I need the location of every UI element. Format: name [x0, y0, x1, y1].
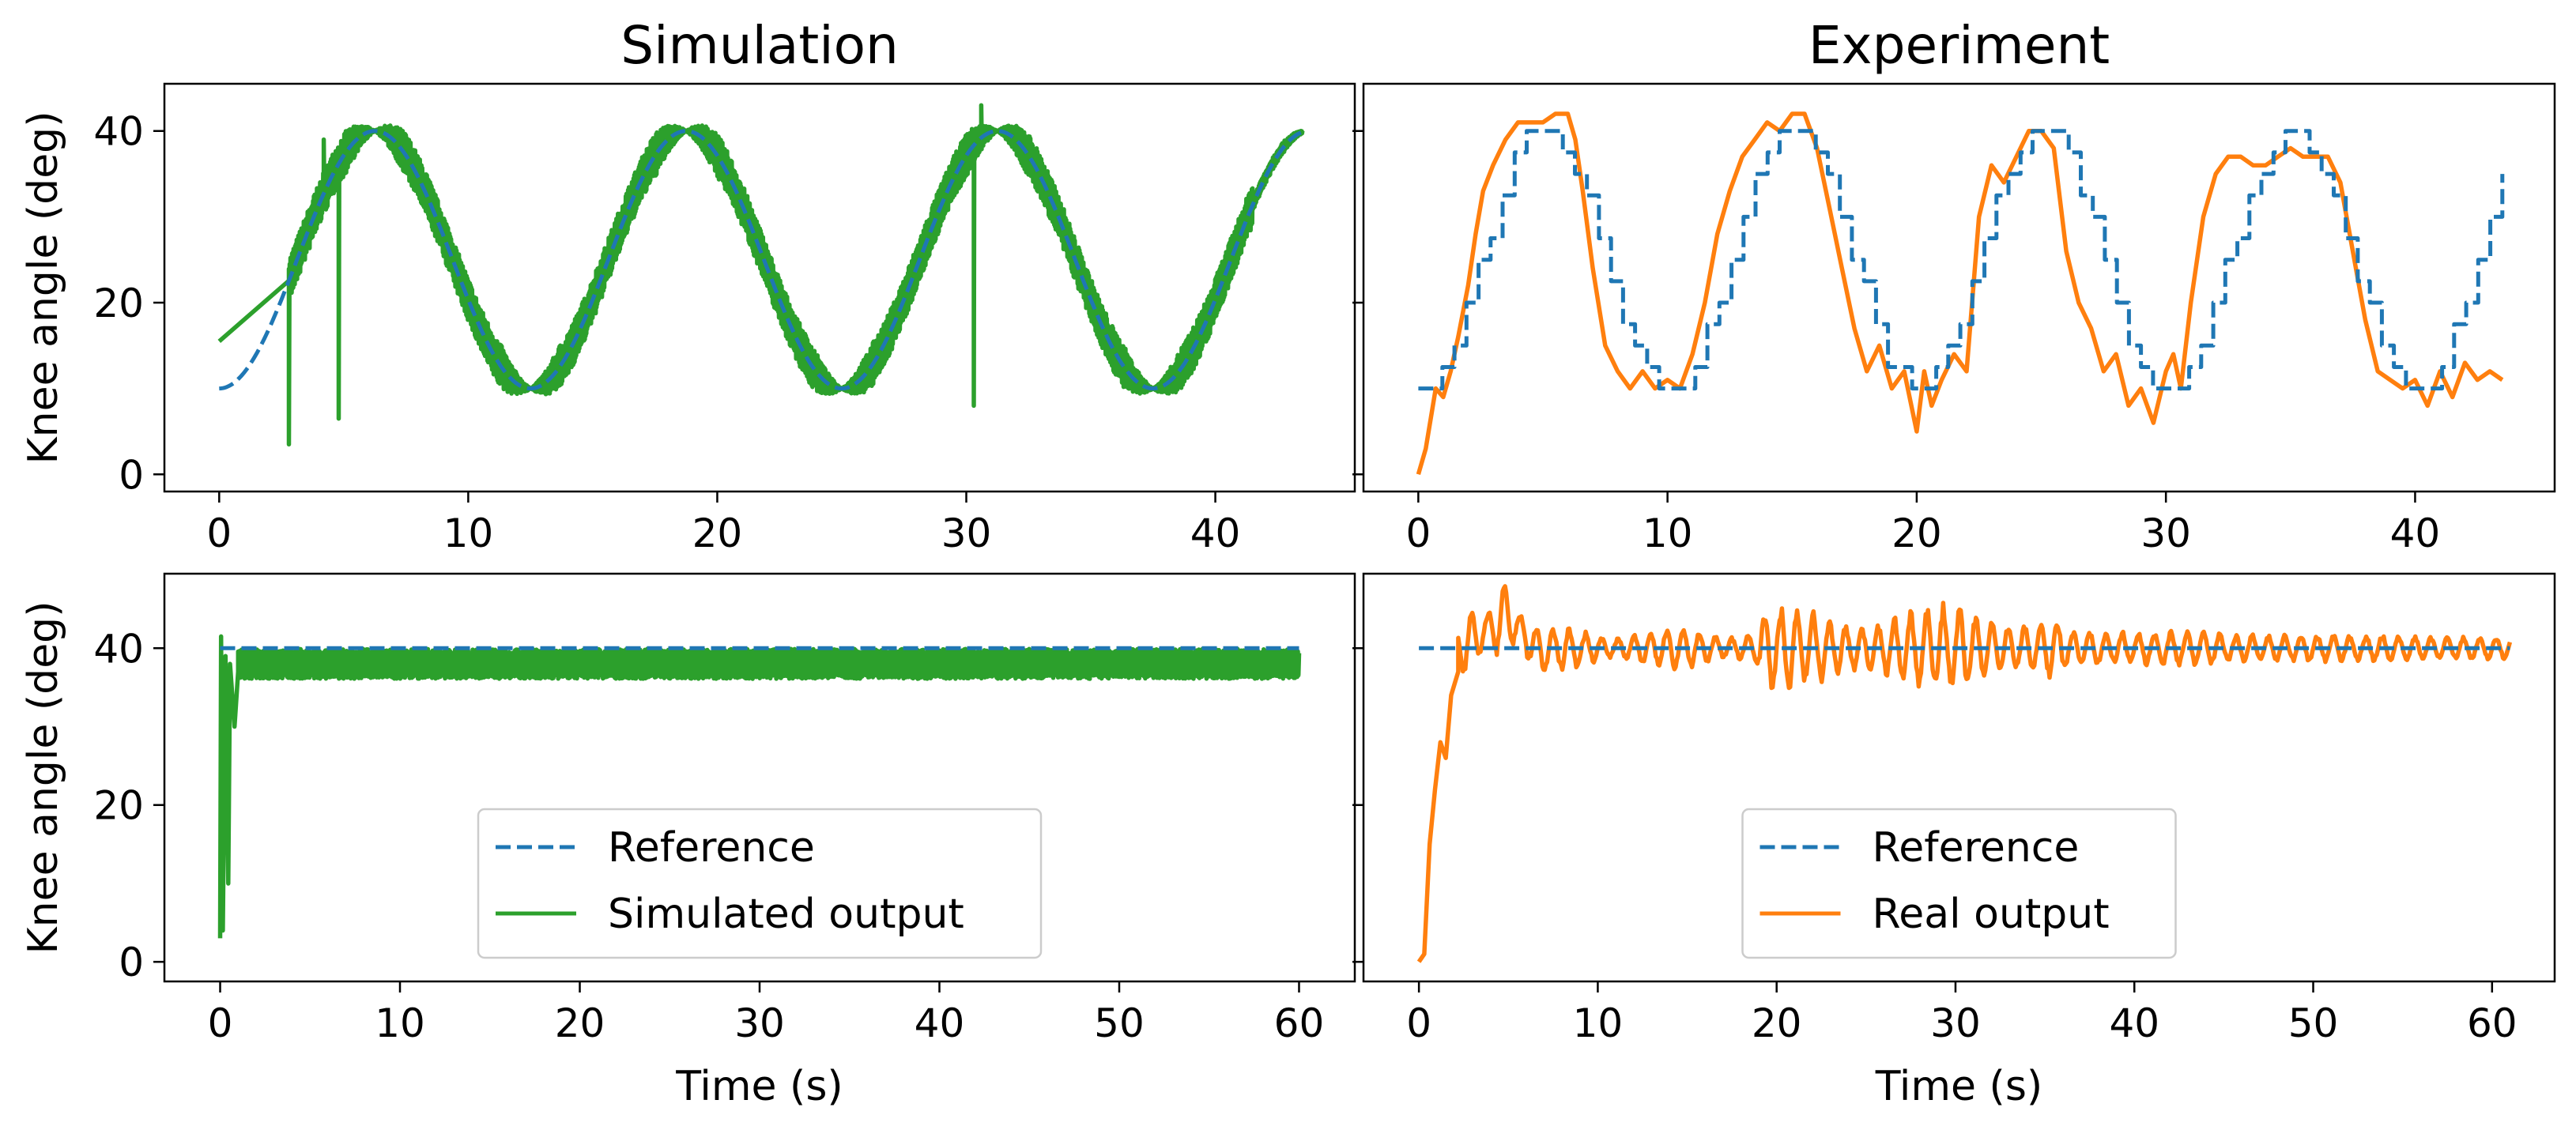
chart-exp-step: 0 10 20 30 40 50 60 Time (s) Reference Real outpu…: [1352, 572, 2556, 1110]
series-group: [217, 103, 1305, 447]
x-tick-label: 60: [1274, 1000, 1325, 1046]
axes-frame: [163, 82, 1356, 493]
y-tick-label: 20: [93, 783, 144, 829]
x-tick-label: 0: [1406, 1000, 1431, 1046]
legend-frame: [477, 808, 1043, 959]
axes-frame: [1362, 82, 2556, 493]
series-group: [1416, 584, 2513, 963]
x-tick-label: 10: [1573, 1000, 1624, 1046]
x-tick-label: 20: [692, 510, 743, 556]
x-tick-label: 10: [375, 1000, 425, 1046]
chart-title: Simulation: [620, 15, 899, 76]
x-tick-label: 20: [1752, 1000, 1802, 1046]
x-tick-label: 60: [2467, 1000, 2518, 1046]
x-tick-label: 50: [1094, 1000, 1145, 1046]
legend-frame: [1741, 808, 2177, 959]
x-tick-label: 10: [1643, 510, 1693, 556]
x-tick-label: 0: [206, 510, 232, 556]
x-tick-label: 40: [1190, 510, 1241, 556]
x-tick-label: 30: [734, 1000, 785, 1046]
chart-title: Experiment: [1808, 15, 2110, 76]
x-tick-label: 0: [1405, 510, 1431, 556]
chart-exp-sine: 0 10 20 30 40 Experiment: [1352, 15, 2556, 556]
y-tick-label: 20: [93, 281, 144, 326]
x-tick-label: 40: [915, 1000, 965, 1046]
x-tick-label: 10: [443, 510, 494, 556]
axes-container: 0 10 20 30 40 0 20 40 Simulation Knee angle (deg)…: [20, 15, 2556, 1110]
legend-label-simulated-output: Simulated output: [608, 891, 964, 938]
x-tick-label: 40: [2109, 1000, 2159, 1046]
x-tick-label: 0: [208, 1000, 233, 1046]
legend: Reference Real output: [1741, 808, 2177, 959]
series-line-simulated-output: [217, 634, 1302, 939]
x-axis-label: Time (s): [1875, 1063, 2042, 1110]
series-line-reference: [1418, 129, 2505, 391]
legend-label-reference: Reference: [1873, 824, 2080, 872]
x-tick-label: 30: [941, 510, 992, 556]
y-tick-label: 0: [119, 940, 144, 985]
x-tick-label: 50: [2288, 1000, 2339, 1046]
x-tick-label: 20: [555, 1000, 605, 1046]
y-tick-label: 40: [93, 109, 144, 155]
y-axis-label: Knee angle (deg): [20, 601, 67, 955]
series-line-real-output: [1416, 584, 2513, 963]
y-tick-label: 40: [93, 626, 144, 672]
axes-frame: [1362, 572, 2556, 983]
y-tick-label: 0: [119, 452, 144, 498]
series-group: [1416, 111, 2505, 476]
series-line-reference: [219, 129, 1303, 391]
legend-label-reference: Reference: [608, 824, 815, 872]
x-axis-label: Time (s): [675, 1063, 843, 1110]
legend: Reference Simulated output: [477, 808, 1043, 959]
series-line-real-output: [1416, 111, 2504, 476]
series-line-simulated-output: [217, 103, 1305, 447]
chart-sim-sine: 0 10 20 30 40 0 20 40 Simulation Knee angle (deg): [20, 15, 1356, 556]
chart-sim-step: 0 10 20 30 40 50 60 0 20 40 Time (s) Knee angle (de…: [20, 572, 1356, 1110]
x-tick-label: 20: [1891, 510, 1942, 556]
x-tick-label: 30: [2140, 510, 2191, 556]
series-group: [217, 634, 1302, 939]
legend-label-real-output: Real output: [1873, 891, 2110, 938]
x-tick-label: 30: [1930, 1000, 1981, 1046]
y-axis-label: Knee angle (deg): [20, 111, 67, 465]
x-tick-label: 40: [2390, 510, 2441, 556]
